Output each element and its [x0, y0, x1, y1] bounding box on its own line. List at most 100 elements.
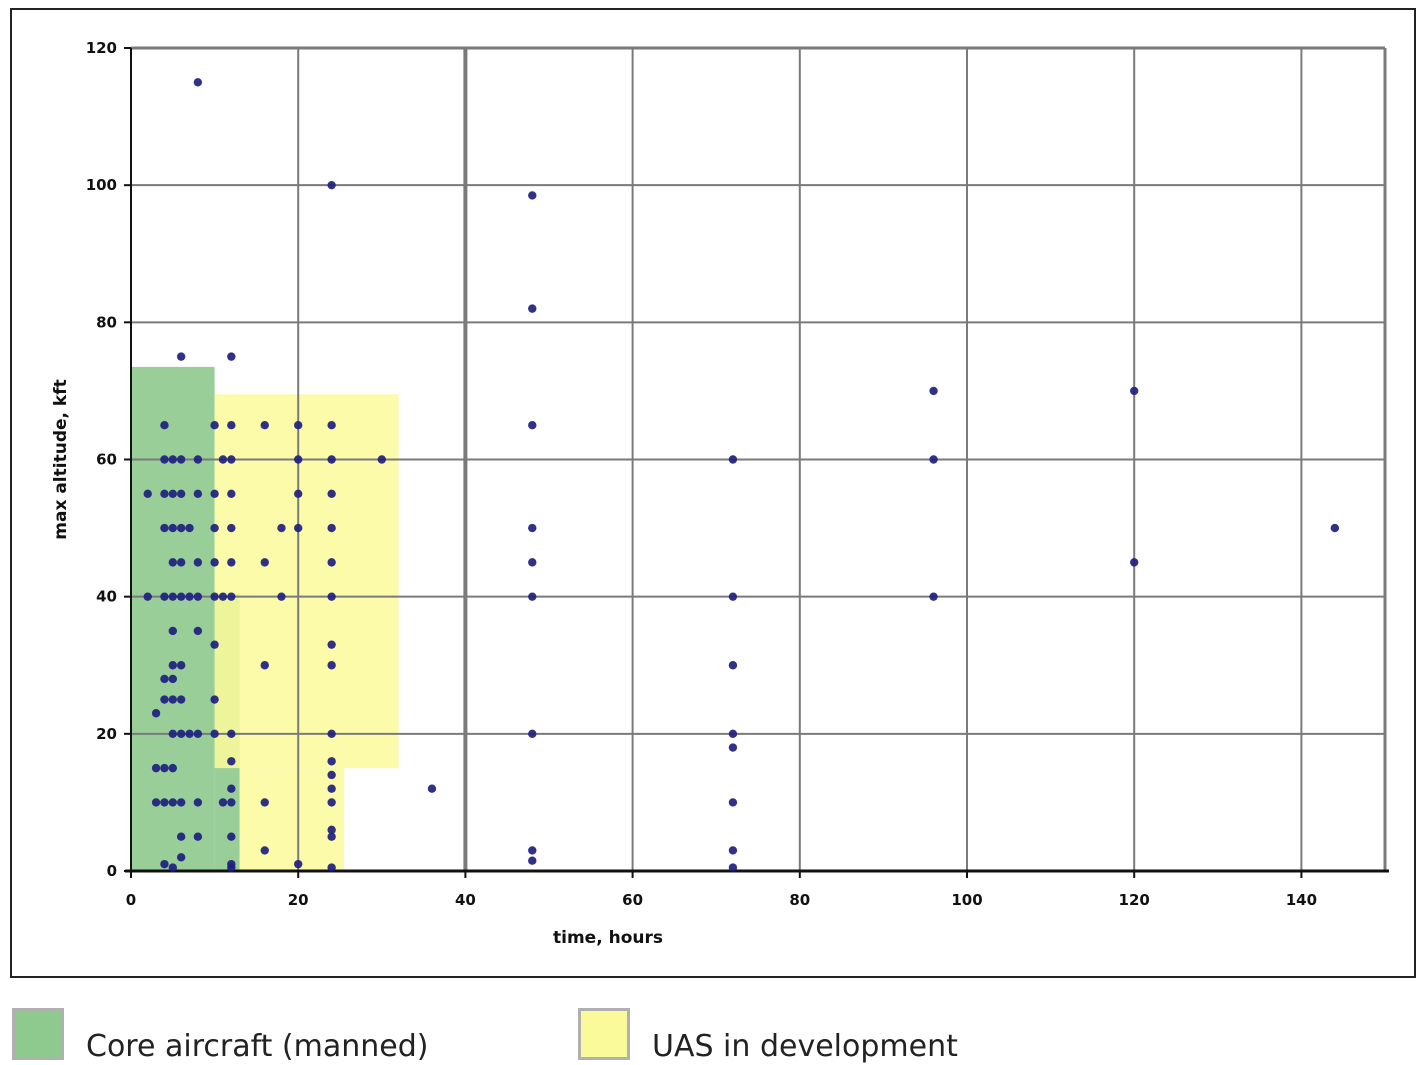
- data-point: [1130, 558, 1139, 567]
- data-point: [294, 455, 303, 464]
- data-point: [728, 592, 738, 601]
- data-point: [260, 798, 269, 807]
- data-point: [327, 825, 336, 835]
- region-3: [239, 768, 345, 871]
- data-point: [151, 709, 161, 718]
- data-point: [327, 180, 336, 190]
- data-point: [277, 592, 286, 601]
- legend-label-uas: UAS in development: [652, 1028, 958, 1064]
- region-2: [214, 394, 399, 769]
- data-point: [168, 863, 177, 872]
- x-tick-label: 60: [622, 891, 643, 909]
- data-point: [176, 455, 186, 464]
- data-point: [193, 78, 203, 87]
- data-point: [218, 798, 228, 807]
- data-point: [185, 729, 194, 739]
- data-point: [327, 770, 336, 780]
- data-point: [528, 558, 537, 567]
- data-point: [193, 832, 203, 841]
- data-point: [277, 523, 286, 533]
- data-point: [327, 784, 336, 793]
- data-point: [327, 798, 336, 807]
- y-tick-label: 80: [96, 313, 117, 331]
- data-point: [168, 763, 177, 773]
- data-point: [528, 729, 537, 739]
- y-tick-label: 20: [96, 725, 117, 743]
- x-axis-title: time, hours: [553, 928, 663, 948]
- y-tick-label: 100: [86, 176, 117, 194]
- y-tick-label: 40: [96, 588, 117, 606]
- data-point: [176, 729, 186, 739]
- data-point: [168, 455, 177, 464]
- data-point: [728, 661, 738, 670]
- data-point: [176, 558, 186, 567]
- data-point: [227, 558, 236, 567]
- data-point: [193, 798, 203, 807]
- data-point: [1130, 386, 1139, 396]
- data-point: [168, 626, 177, 636]
- data-point: [151, 798, 161, 807]
- data-point: [327, 661, 336, 670]
- legend-label-core: Core aircraft (manned): [86, 1028, 429, 1064]
- region-0: [131, 366, 215, 871]
- data-point: [210, 640, 219, 649]
- x-tick-label: 140: [1286, 891, 1317, 909]
- data-point: [160, 523, 169, 533]
- x-tick-label: 0: [126, 891, 136, 909]
- shaded-regions: [131, 366, 399, 871]
- x-tick-label: 120: [1119, 891, 1150, 909]
- data-point: [168, 489, 177, 498]
- data-point: [1330, 523, 1340, 533]
- x-tick-label: 80: [789, 891, 810, 909]
- data-point: [227, 421, 236, 430]
- tick-labels: 0 20 40 60 80 100 120 140 0 20 40 60 80 100 120: [86, 39, 1317, 909]
- data-point: [929, 592, 938, 601]
- data-point: [327, 455, 336, 464]
- data-point: [176, 853, 186, 862]
- data-point: [210, 489, 219, 498]
- data-point: [185, 523, 194, 533]
- data-point: [327, 523, 336, 533]
- data-point: [227, 455, 236, 464]
- legend-item-core: Core aircraft (manned): [12, 1005, 429, 1064]
- data-point: [294, 523, 303, 533]
- data-point: [327, 729, 336, 739]
- data-point: [176, 832, 186, 841]
- data-point: [143, 592, 152, 601]
- data-point: [227, 592, 236, 601]
- data-point: [193, 558, 203, 567]
- data-point: [160, 592, 169, 601]
- data-point: [168, 674, 177, 684]
- data-point: [168, 523, 177, 533]
- data-point: [294, 489, 303, 498]
- y-tick-label: 60: [96, 451, 117, 469]
- data-point: [185, 592, 194, 601]
- data-point: [176, 523, 186, 533]
- data-point: [260, 846, 269, 855]
- data-point: [176, 661, 186, 670]
- legend-swatch-core: [12, 1008, 64, 1060]
- data-point: [260, 558, 269, 567]
- data-point: [227, 798, 236, 807]
- data-point: [210, 592, 219, 601]
- data-point: [528, 846, 537, 855]
- data-point: [528, 856, 537, 865]
- data-point: [193, 729, 203, 739]
- data-point: [728, 743, 738, 752]
- data-point: [327, 558, 336, 567]
- data-point: [227, 352, 236, 361]
- scatter-plot: 0 20 40 60 80 100 120 140 0 20 40 60 80 100 120 time, …: [51, 39, 1389, 948]
- data-point: [227, 863, 236, 872]
- data-point: [294, 421, 303, 430]
- data-point: [168, 695, 177, 704]
- data-point: [327, 489, 336, 498]
- data-point: [227, 784, 236, 793]
- data-point: [176, 798, 186, 807]
- data-point: [227, 832, 236, 841]
- data-point: [143, 489, 152, 498]
- y-axis-title: max altitude, kft: [51, 379, 71, 539]
- data-point: [227, 523, 236, 533]
- data-point: [168, 798, 177, 807]
- data-point: [160, 421, 169, 430]
- data-point: [528, 421, 537, 430]
